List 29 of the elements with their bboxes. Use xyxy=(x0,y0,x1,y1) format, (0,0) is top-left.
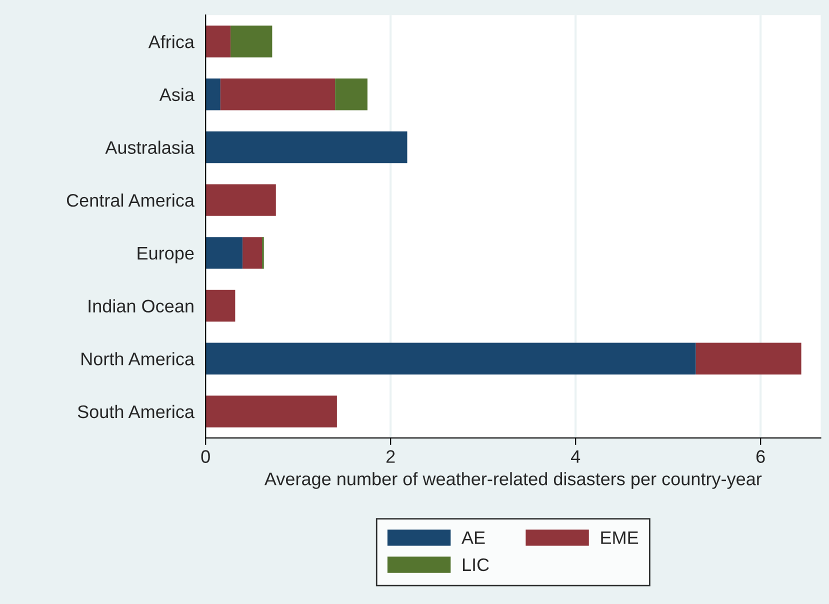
y-tick-label: Central America xyxy=(66,194,194,207)
x-axis-title: Average number of weather-related disasters per country-year xyxy=(264,472,762,489)
y-tick-label: North America xyxy=(82,352,194,366)
x-tick-label: 0 xyxy=(201,450,210,463)
bar xyxy=(242,237,262,269)
x-tick-label: 4 xyxy=(570,450,580,463)
bar xyxy=(335,78,368,110)
bar xyxy=(220,78,336,110)
bar xyxy=(206,78,220,110)
y-tick-label: Australasia xyxy=(105,140,194,154)
bar xyxy=(206,184,276,216)
bar xyxy=(206,290,236,322)
bar xyxy=(206,131,408,164)
legend-label: EME xyxy=(601,531,638,544)
bar xyxy=(206,237,243,269)
x-tick-label: 2 xyxy=(386,450,395,463)
legend-label: AE xyxy=(462,531,485,544)
bar xyxy=(696,342,802,374)
bar xyxy=(206,26,231,58)
y-tick-label: Africa xyxy=(148,34,194,48)
x-tick-label: 6 xyxy=(756,450,765,463)
legend-label: LIC xyxy=(462,558,489,572)
y-tick-label: Indian Ocean xyxy=(88,299,194,312)
y-tick-label: Asia xyxy=(159,88,194,102)
bar xyxy=(230,26,272,58)
bar xyxy=(206,342,696,374)
y-tick-label: South America xyxy=(78,404,194,418)
bar xyxy=(206,396,337,428)
y-tick-label: Europe xyxy=(138,247,194,264)
